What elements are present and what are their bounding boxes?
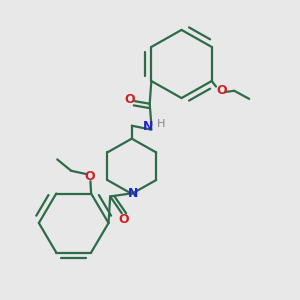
Text: H: H	[157, 119, 165, 129]
Text: O: O	[118, 213, 129, 226]
Text: O: O	[84, 170, 95, 183]
Text: N: N	[143, 120, 153, 133]
Text: O: O	[216, 84, 227, 97]
Text: O: O	[124, 93, 135, 106]
Text: N: N	[128, 187, 138, 200]
